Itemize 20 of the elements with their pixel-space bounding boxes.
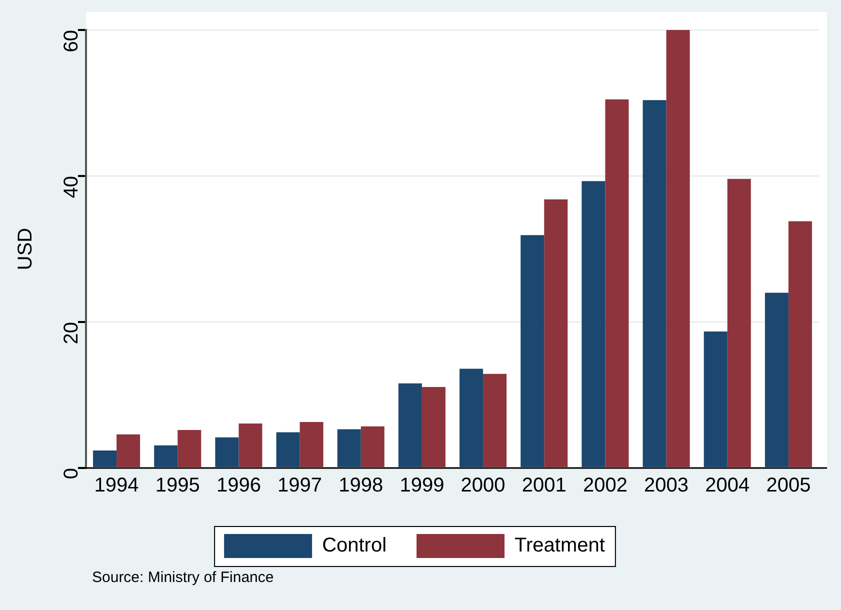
x-tick-label: 2000 <box>460 474 506 497</box>
x-tick-label: 2002 <box>582 474 628 497</box>
legend-label: Treatment <box>514 534 606 557</box>
y-tick-label: 40 <box>60 176 83 198</box>
y-tick-label: 0 <box>60 468 83 480</box>
y-tick-label: 60 <box>60 30 83 52</box>
x-tick-label: 1997 <box>278 474 322 497</box>
x-tick-label: 1996 <box>216 474 261 497</box>
source-note: Source: Ministry of Finance <box>92 569 274 586</box>
x-tick-label: 2004 <box>705 474 750 497</box>
x-tick-label: 2005 <box>766 474 811 497</box>
y-axis-title: USD <box>14 228 37 270</box>
x-tick-label: 2003 <box>644 474 689 497</box>
legend-label: Control <box>322 534 387 557</box>
x-tick-label: 2001 <box>522 474 566 497</box>
x-tick-label: 1999 <box>400 474 444 497</box>
y-tick-label: 20 <box>60 322 83 344</box>
x-tick-label: 1995 <box>155 474 200 497</box>
x-tick-label: 1998 <box>338 474 384 497</box>
x-tick-label: 1994 <box>94 474 139 497</box>
